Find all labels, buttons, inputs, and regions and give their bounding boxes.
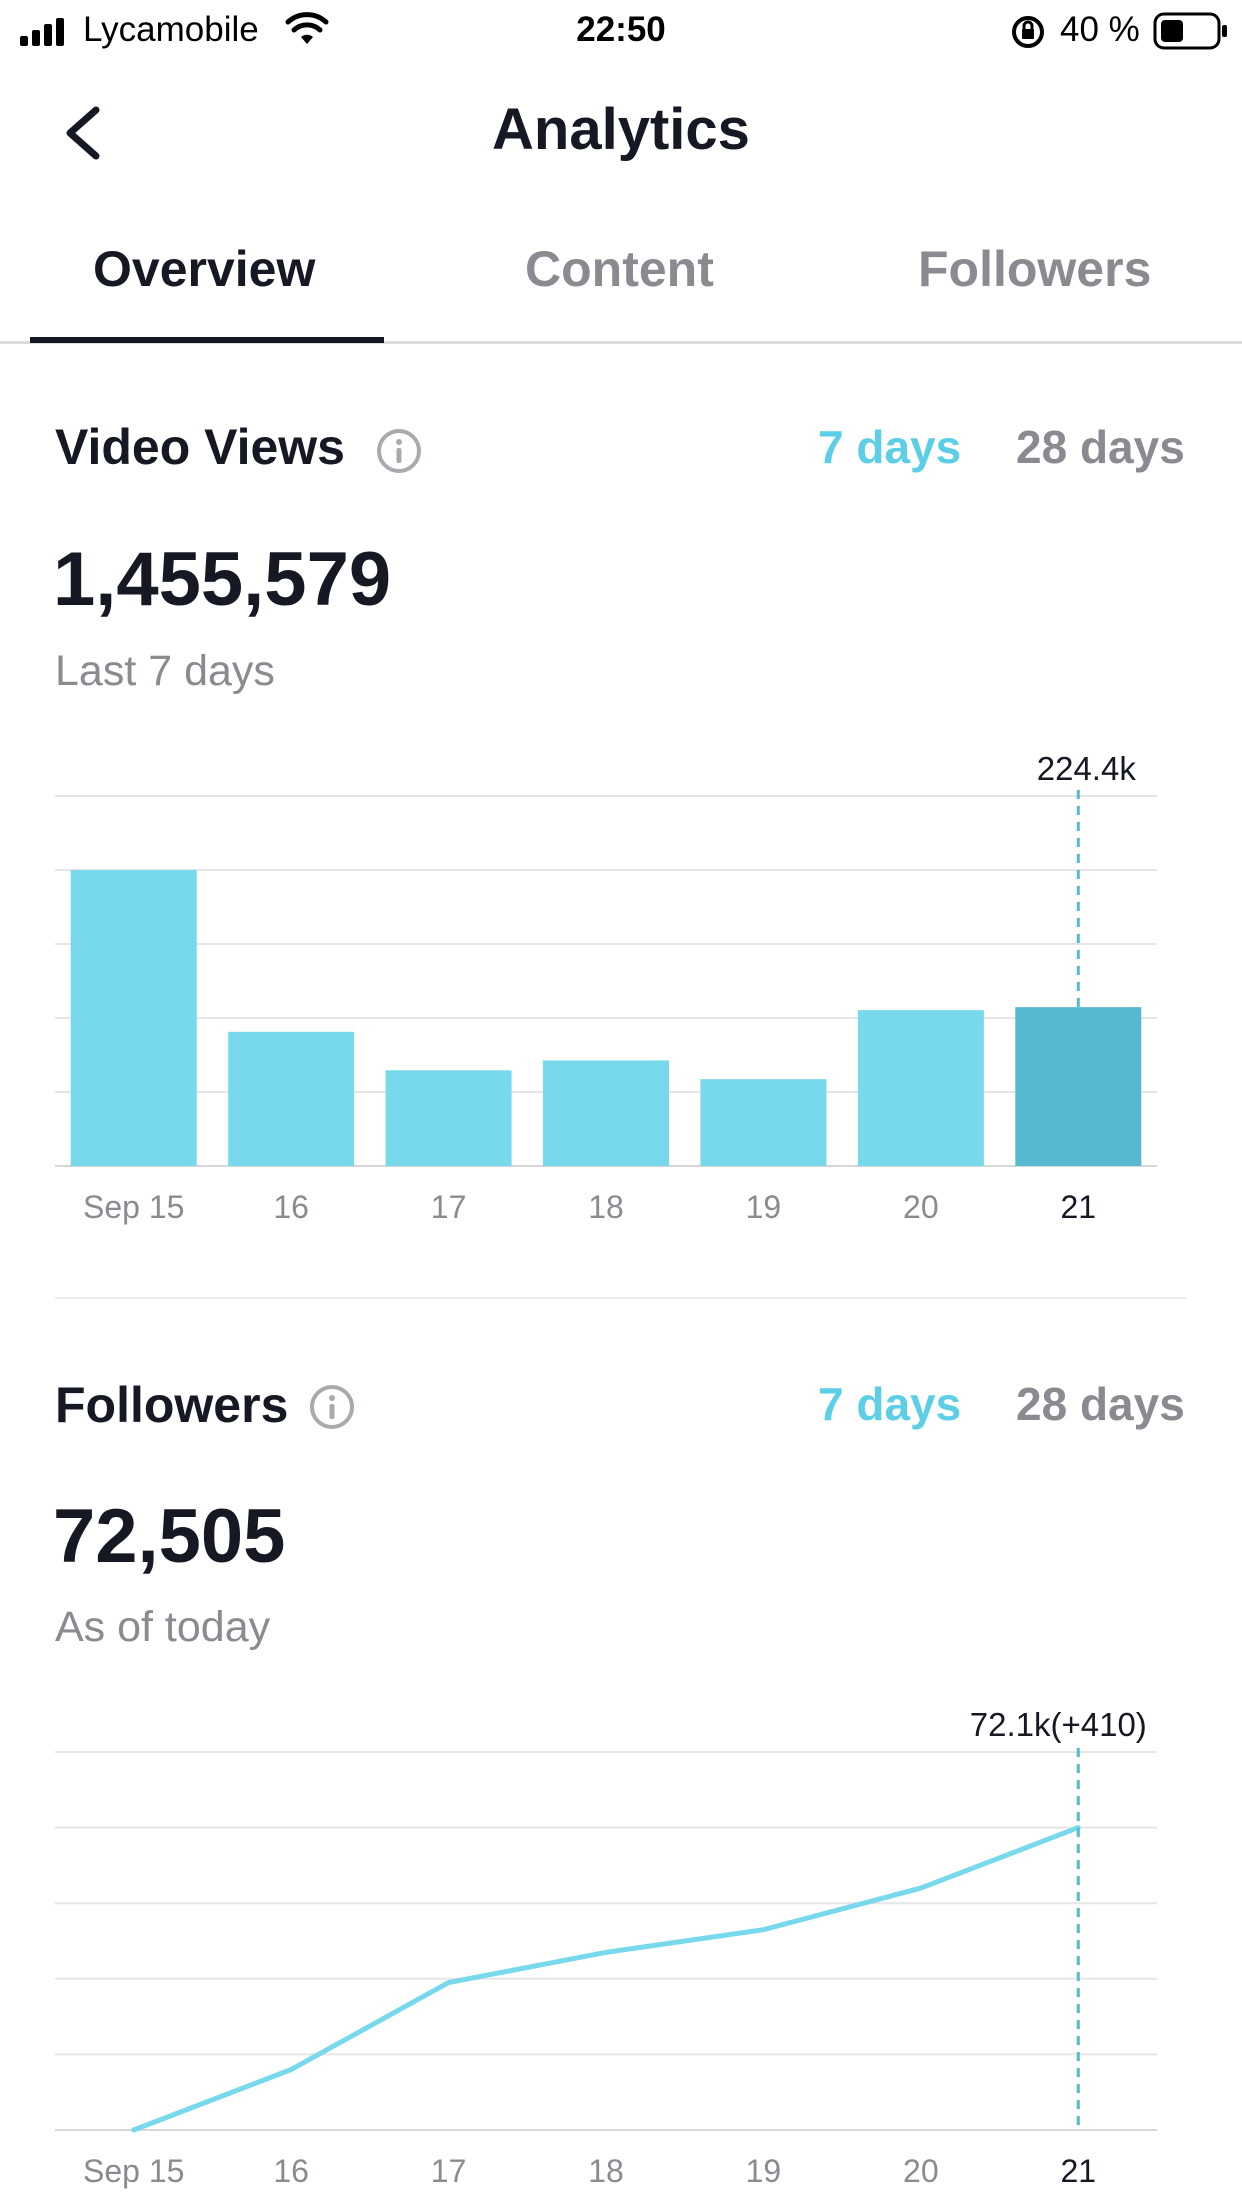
chevron-left-icon	[66, 106, 100, 160]
rotation-lock-icon	[1012, 16, 1044, 48]
followers-7-days-button[interactable]: 7 days	[818, 1378, 962, 1430]
tab-followers[interactable]: Followers	[918, 241, 1152, 297]
highlight-value-label: 72.1k(+410)	[970, 1706, 1147, 1743]
bar	[1015, 1007, 1142, 1166]
series-line	[131, 1825, 1081, 2133]
bar	[700, 1079, 827, 1166]
x-tick-label: Sep 15	[83, 1189, 184, 1225]
video-views-subtitle: Last 7 days	[55, 647, 275, 695]
section-divider	[55, 1297, 1186, 1299]
x-tick-label: Sep 15	[83, 2153, 184, 2189]
x-tick-label: 16	[273, 1189, 309, 1225]
video-views-28-days-button[interactable]: 28 days	[1016, 421, 1185, 473]
info-icon[interactable]	[309, 1384, 355, 1430]
tab-content[interactable]: Content	[525, 241, 714, 297]
x-tick-label: 20	[903, 2153, 939, 2189]
video-views-total: 1,455,579	[53, 537, 392, 622]
bar	[543, 1060, 669, 1166]
bar	[228, 1031, 355, 1166]
video-views-title: Video Views	[55, 419, 345, 475]
x-tick-label: 16	[273, 2153, 309, 2189]
followers-total: 72,505	[53, 1494, 286, 1579]
status-bar: Lycamobile 22:50 40 %	[0, 0, 1242, 62]
back-button[interactable]	[50, 98, 120, 168]
bar	[857, 1010, 984, 1166]
x-tick-label: 20	[903, 1189, 939, 1225]
highlight-value-label: 224.4k	[1037, 750, 1137, 787]
wifi-icon	[285, 12, 329, 44]
info-icon[interactable]	[376, 428, 422, 474]
followers-line-chart: Sep 15 16 17 18 19 20 21 72.1k(+410)	[55, 1706, 1157, 2189]
signal-icon	[20, 18, 64, 46]
x-tick-label: 18	[588, 1189, 624, 1225]
x-tick-label: 17	[431, 1189, 467, 1225]
x-tick-label: 17	[431, 2153, 467, 2189]
followers-subtitle: As of today	[55, 1603, 271, 1651]
tab-divider	[0, 341, 1242, 344]
x-tick-label: 21	[1060, 2153, 1096, 2189]
page-title: Analytics	[492, 97, 750, 162]
tab-active-indicator	[30, 337, 384, 343]
x-tick-label: 19	[746, 2153, 782, 2189]
battery-icon	[1153, 12, 1227, 50]
tab-overview[interactable]: Overview	[93, 241, 316, 297]
bar	[385, 1070, 512, 1166]
x-tick-label: 18	[588, 2153, 624, 2189]
x-tick-label: 21	[1060, 1189, 1096, 1225]
bar	[70, 870, 197, 1166]
battery-percent: 40 %	[1060, 10, 1140, 49]
video-views-7-days-button[interactable]: 7 days	[818, 421, 962, 473]
followers-title: Followers	[55, 1377, 289, 1433]
clock: 22:50	[576, 10, 666, 49]
x-tick-label: 19	[746, 1189, 782, 1225]
video-views-bar-chart: Sep 15 16 17 18 19 20 21 224.4k	[55, 750, 1157, 1225]
carrier-label: Lycamobile	[83, 10, 259, 49]
followers-28-days-button[interactable]: 28 days	[1016, 1378, 1185, 1430]
